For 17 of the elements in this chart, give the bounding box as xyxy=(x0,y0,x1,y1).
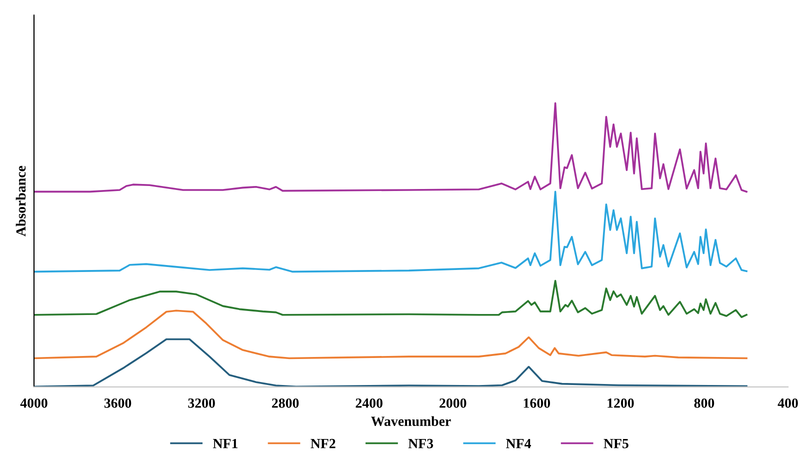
legend-label: NF2 xyxy=(310,438,336,448)
x-tick-label: 2000 xyxy=(440,398,466,408)
x-tick-label: 1200 xyxy=(608,398,634,408)
legend-label: NF4 xyxy=(506,438,531,448)
x-tick-label: 800 xyxy=(694,398,714,408)
x-axis-title: Wavenumber xyxy=(371,416,451,426)
legend-label: NF1 xyxy=(213,438,238,448)
x-tick-label: 3600 xyxy=(104,398,132,408)
legend-label: NF5 xyxy=(604,439,628,448)
x-tick-label: 400 xyxy=(778,398,798,408)
y-axis-title: Absorbance xyxy=(16,166,26,236)
x-tick-label: 3200 xyxy=(188,398,215,408)
legend-label: NF3 xyxy=(408,438,434,448)
x-tick-label: 2800 xyxy=(272,398,299,408)
x-tick-label: 2400 xyxy=(356,398,382,408)
x-tick-label: 1600 xyxy=(524,398,550,408)
x-tick-label: 4000 xyxy=(20,398,48,408)
